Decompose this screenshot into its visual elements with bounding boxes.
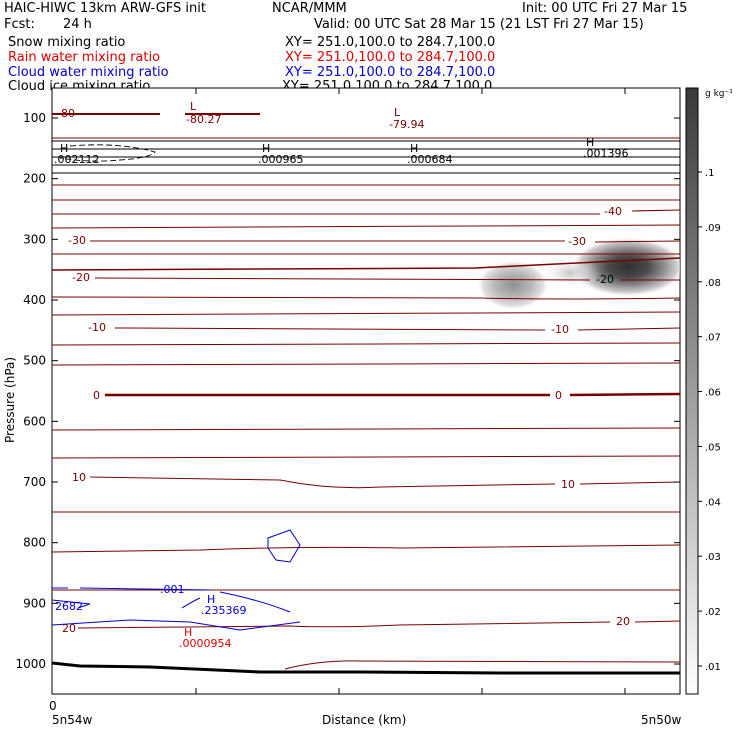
colorbar-tick-label: .1 [705,168,715,179]
extrema-value-high-5: .235369 [201,604,247,617]
cloud-water-label-1: .001 [160,583,185,596]
cloud-water-label-2: 2682 [55,600,83,613]
temp-label-minus40: -40 [604,205,622,218]
field-label-cloud-water: Cloud water mixing ratio [8,65,169,80]
extrema-kind-high-6: H [184,626,192,639]
x-axis-title: Distance (km) [322,713,406,727]
temp-label-10-right: 10 [561,478,575,491]
y-tick-label: 700 [23,475,46,489]
y-tick-label: 800 [23,536,46,550]
temp-label-minus80: -80 [57,107,75,120]
x-left-label: 5n54w [52,713,93,727]
terrain-line [51,661,680,675]
field-label-rain: Rain water mixing ratio [8,50,161,65]
y-tick-label: 100 [23,111,46,125]
temp-label-minus10-left: -10 [88,321,106,334]
colorbar-tick-label: .06 [705,388,721,399]
shading-secondary-region [477,260,549,310]
colorbar-tick-label: .05 [705,442,721,453]
temp-label-minus20-left: -20 [72,271,90,284]
extrema-kind-high-1: H [60,142,68,155]
colorbar-tick-label: .01 [705,662,721,673]
y-tick-label: 300 [23,232,46,246]
y-tick-label: 500 [23,354,46,368]
colorbar-tick-label: .09 [705,223,721,234]
extrema-value-high-6: .0000954 [179,637,232,650]
extrema-value-high-3: .000684 [407,153,453,166]
y-tick-label: 1000 [15,657,46,671]
temp-label-minus30-right: -30 [568,235,586,248]
extrema-kind-high-5: H [207,593,215,606]
temp-label-10-left: 10 [72,471,86,484]
extrema-kind-low-2: L [394,106,401,119]
colorbar-tick-label: .02 [705,607,721,618]
shading-bridge [540,257,600,289]
extrema-value-high-4: .001396 [583,147,629,160]
field-xy-cloud-water: XY= 251.0,100.0 to 284.7,100.0 [285,65,496,80]
temp-label-20-right: 20 [616,615,630,628]
extrema-kind-high-4: H [586,136,594,149]
y-axis-title: Pressure (hPa) [3,357,17,443]
field-xy-snow: XY= 251.0,100.0 to 284.7,100.0 [285,35,496,50]
forecast-label: Fcst: [4,17,35,32]
extrema-value-low-2: -79.94 [389,118,424,131]
valid-time: Valid: 00 UTC Sat 28 Mar 15 (21 LST Fri … [314,17,644,32]
temp-label-zero-left: 0 [93,389,100,402]
init-time: Init: 00 UTC Fri 27 Mar 15 [522,1,688,16]
temp-label-minus20-right: -20 [596,273,614,286]
colorbar [685,87,699,695]
temp-label-minus30-left: -30 [68,234,86,247]
x-right-label: 5n50w [641,713,682,727]
org-label: NCAR/MMM [272,1,347,16]
y-tick-label: 400 [23,293,46,307]
extrema-value-low-1: -80.27 [186,113,221,126]
colorbar-tick-label: .03 [705,552,721,563]
extrema-kind-high-3: H [410,142,418,155]
temperature-contours [52,113,680,670]
colorbar-tick-label: .07 [705,333,721,344]
y-tick-label: 200 [23,172,46,186]
colorbar-tick-label: .04 [705,497,721,508]
cloud-ice-contours [52,140,680,174]
colorbar-tick-label: .08 [705,278,721,289]
extrema-value-high-2: .000965 [258,153,304,166]
extrema-kind-low-1: L [190,100,197,113]
field-label-snow: Snow mixing ratio [8,35,126,50]
extrema-value-high-1: .002112 [54,153,100,166]
colorbar-ticks: .1 .09 .08 .07 .06 .05 .04 .03 .02 .01 [698,168,721,673]
temp-label-20-left: 20 [62,622,76,635]
plot-frame [51,87,681,695]
colorbar-unit: g kg⁻¹ [705,89,733,99]
x-tick-zero: 0 [49,699,57,713]
field-xy-rain: XY= 251.0,100.0 to 284.7,100.0 [285,50,496,65]
x-axis-ticks [195,88,626,694]
shading-max-region [570,237,680,297]
model-title: HAIC-HIWC 13km ARW-GFS init [4,1,206,16]
cloud-water-contours [52,529,301,631]
forecast-value: 24 h [63,17,92,32]
y-tick-label: 600 [23,414,46,428]
temp-label-minus10-right: -10 [551,323,569,336]
extrema-kind-high-2: H [262,142,270,155]
y-tick-label: 900 [23,596,46,610]
temp-label-zero-right: 0 [555,389,562,402]
